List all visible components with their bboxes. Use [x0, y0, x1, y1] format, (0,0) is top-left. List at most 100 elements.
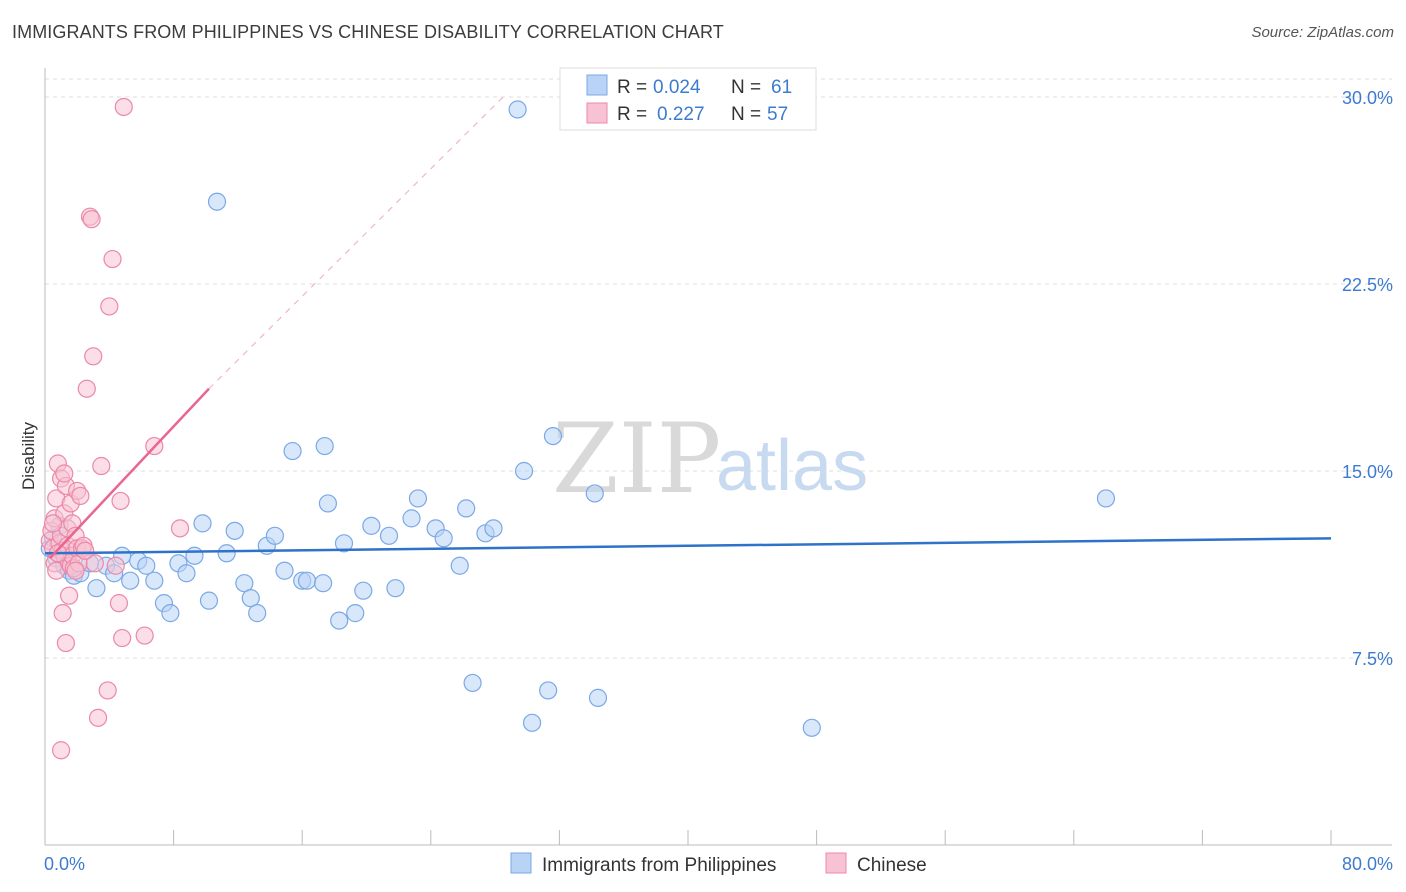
philippines-point: [207, 192, 227, 211]
philippines-point: [434, 529, 453, 548]
chinese-point: [55, 464, 74, 483]
philippines-point: [193, 514, 212, 533]
watermark-atlas: atlas: [716, 426, 868, 506]
legend-r-label-1: R =: [617, 77, 647, 98]
y-tick-label: 22.5%: [1342, 275, 1393, 295]
legend-r-label-2: R =: [617, 104, 647, 125]
chinese-point: [76, 541, 95, 560]
philippines-point: [275, 561, 294, 580]
philippines-point: [379, 526, 399, 545]
watermark-zip: ZIP: [552, 403, 721, 515]
philippines-point: [386, 579, 405, 598]
philippines-point: [334, 534, 354, 553]
chinese-point: [100, 297, 119, 316]
series-chinese-points: [40, 97, 190, 760]
philippines-point: [87, 579, 106, 598]
legend-r-value-2: 0.227: [657, 104, 705, 125]
philippines-point: [315, 436, 334, 456]
correlation-legend: R = 0.024 N = 61 R = 0.227 N = 57: [559, 67, 817, 131]
philippines-point: [217, 544, 236, 563]
chinese-point: [53, 604, 72, 623]
series-legend: Immigrants from Philippines Chinese: [510, 852, 927, 876]
philippines-point: [318, 494, 338, 513]
chinese-point: [85, 554, 104, 573]
source-label: Source: ZipAtlas.com: [1251, 24, 1394, 41]
y-tick-label: 30.0%: [1342, 88, 1393, 108]
chinese-point: [56, 633, 75, 653]
chinese-point: [66, 561, 85, 580]
philippines-point: [539, 681, 558, 700]
x-ticks: [44, 830, 1332, 845]
chinese-point: [135, 626, 154, 645]
y-tick-labels: 7.5% 15.0% 22.5% 30.0%: [1342, 88, 1393, 669]
chinese-point: [51, 741, 71, 760]
philippines-point: [346, 604, 365, 623]
philippines-point: [508, 100, 527, 119]
philippines-point: [248, 604, 267, 623]
legend-r-value-1: 0.024: [653, 77, 701, 98]
philippines-point: [265, 526, 284, 545]
chinese-point: [111, 491, 130, 511]
chinese-point: [88, 708, 108, 727]
chinese-point: [109, 594, 129, 613]
gridlines: [45, 78, 1392, 659]
chinese-point: [84, 347, 103, 366]
legend-swatch-blue: [586, 74, 608, 96]
axes: [44, 68, 1392, 846]
philippines-point: [585, 484, 604, 503]
chinese-point: [92, 456, 111, 476]
philippines-point: [588, 688, 608, 707]
chinese-point: [98, 681, 117, 700]
legend-swatch-pink: [586, 102, 608, 124]
philippines-point: [297, 571, 317, 590]
chinese-trendline-extension: [208, 96, 504, 390]
chinese-point: [103, 249, 122, 269]
philippines-point: [402, 509, 421, 528]
philippines-point: [457, 499, 476, 518]
philippines-point: [802, 718, 821, 737]
chinese-point: [71, 486, 90, 506]
chinese-point: [77, 379, 96, 398]
chinese-point: [114, 97, 133, 117]
philippines-point: [241, 589, 260, 608]
chinese-point: [106, 556, 125, 575]
philippines-point: [313, 574, 333, 593]
x-tick-label-max: 80.0%: [1342, 854, 1393, 874]
legend-n-value-1: 61: [771, 77, 792, 98]
chinese-point: [82, 210, 101, 229]
bottom-legend-swatch-pink: [825, 852, 847, 874]
chinese-point: [60, 586, 79, 605]
bottom-legend-label-chinese: Chinese: [857, 855, 927, 876]
philippines-point: [522, 713, 542, 732]
philippines-point: [362, 516, 381, 535]
philippines-point: [235, 574, 254, 593]
chinese-point: [113, 628, 132, 648]
y-tick-label: 7.5%: [1352, 649, 1393, 669]
trendlines: [44, 96, 1332, 560]
philippines-point: [450, 556, 469, 575]
philippines-point: [121, 571, 140, 590]
philippines-point: [185, 546, 204, 565]
x-tick-label-min: 0.0%: [44, 854, 85, 874]
philippines-point: [161, 604, 180, 623]
legend-n-value-2: 57: [767, 104, 788, 125]
bottom-legend-label-philippines: Immigrants from Philippines: [542, 855, 776, 876]
philippines-point: [225, 521, 244, 540]
legend-n-label-2: N =: [731, 104, 761, 125]
bottom-legend-swatch-blue: [510, 852, 532, 874]
philippines-point: [408, 489, 428, 508]
philippines-point: [330, 611, 349, 630]
philippines-point: [137, 556, 156, 575]
philippines-point: [543, 426, 563, 446]
philippines-point: [199, 591, 219, 610]
legend-n-label-1: N =: [731, 77, 761, 98]
chinese-point: [170, 519, 190, 538]
philippines-point: [463, 673, 482, 693]
watermark: ZIP atlas: [552, 403, 868, 515]
philippines-point: [283, 441, 302, 461]
y-tick-label: 15.0%: [1342, 462, 1393, 482]
philippines-point: [514, 461, 534, 481]
philippines-trendline: [44, 537, 1332, 555]
chart-title: IMMIGRANTS FROM PHILIPPINES VS CHINESE D…: [12, 22, 724, 42]
philippines-point: [1096, 489, 1116, 508]
